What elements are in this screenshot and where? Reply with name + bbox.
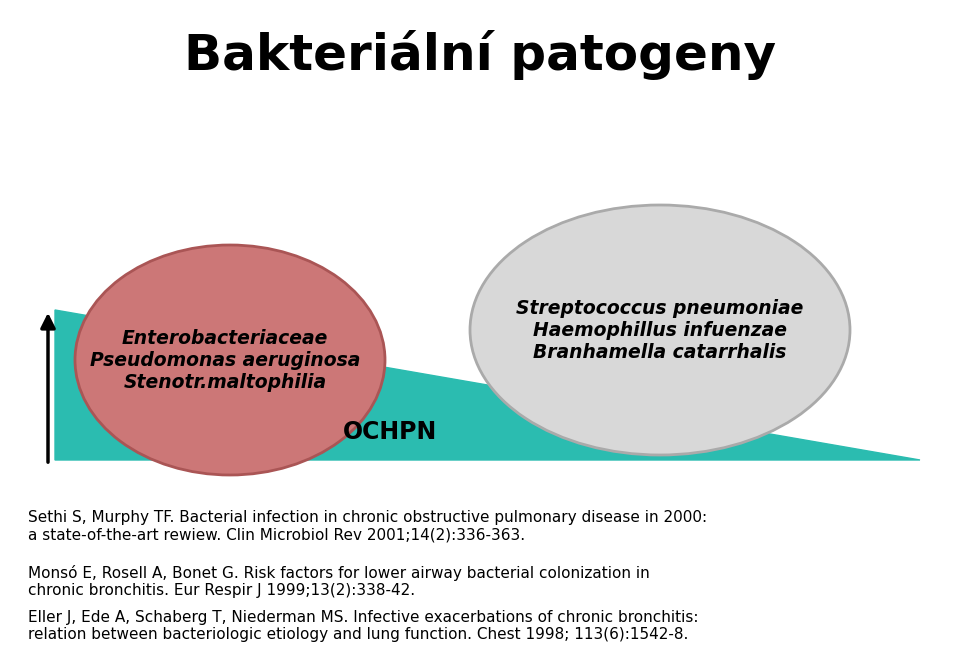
Text: Streptococcus pneumoniae
Haemophillus infuenzae
Branhamella catarrhalis: Streptococcus pneumoniae Haemophillus in… bbox=[516, 298, 804, 362]
Text: Enterobacteriaceae
Pseudomonas aeruginosa
Stenotr.maltophilia: Enterobacteriaceae Pseudomonas aeruginos… bbox=[90, 329, 360, 391]
Polygon shape bbox=[55, 310, 920, 460]
Ellipse shape bbox=[75, 245, 385, 475]
Text: Sethi S, Murphy TF. Bacterial infection in chronic obstructive pulmonary disease: Sethi S, Murphy TF. Bacterial infection … bbox=[28, 510, 708, 542]
Text: OCHPN: OCHPN bbox=[343, 420, 437, 444]
Text: Monsó E, Rosell A, Bonet G. Risk factors for lower airway bacterial colonization: Monsó E, Rosell A, Bonet G. Risk factors… bbox=[28, 565, 650, 598]
Text: Eller J, Ede A, Schaberg T, Niederman MS. Infective exacerbations of chronic bro: Eller J, Ede A, Schaberg T, Niederman MS… bbox=[28, 610, 699, 642]
Ellipse shape bbox=[470, 205, 850, 455]
Text: Bakteriální patogeny: Bakteriální patogeny bbox=[184, 30, 776, 80]
